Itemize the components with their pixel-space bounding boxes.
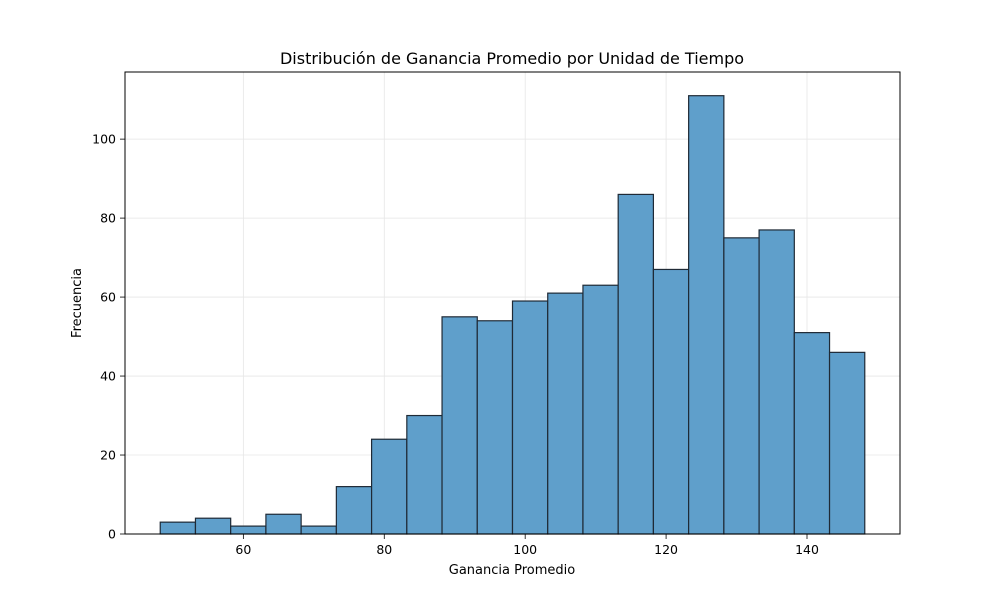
x-tick-label: 100 (513, 542, 537, 557)
histogram-bar (582, 284, 619, 535)
histogram-bar (617, 193, 655, 535)
histogram-bars (159, 95, 866, 535)
y-axis-label: Frecuencia (70, 268, 85, 338)
x-tick-label: 60 (235, 542, 251, 557)
x-axis-ticks: 60 80 100 120 140 (235, 534, 819, 557)
histogram-bar (476, 320, 514, 535)
histogram-bar (547, 292, 584, 535)
histogram-bar (688, 95, 725, 535)
chart-title: Distribución de Ganancia Promedio por Un… (280, 49, 744, 68)
y-tick-label: 100 (92, 132, 116, 147)
histogram-bar (159, 521, 197, 535)
histogram-bar (441, 316, 478, 535)
y-tick-label: 60 (100, 290, 116, 305)
histogram-bar (194, 517, 232, 535)
histogram-bar (230, 525, 267, 535)
histogram-bar (828, 351, 866, 535)
x-tick-label: 140 (795, 542, 819, 557)
y-tick-label: 80 (100, 211, 116, 226)
y-tick-label: 40 (100, 369, 116, 384)
histogram-bar (758, 229, 795, 535)
histogram-bar (511, 300, 549, 535)
x-tick-label: 120 (654, 542, 678, 557)
histogram-bar (370, 438, 408, 535)
y-axis-ticks: 0 20 40 60 80 100 (92, 132, 125, 542)
histogram-bar (723, 237, 760, 535)
y-tick-label: 0 (108, 527, 116, 542)
y-tick-label: 20 (100, 448, 116, 463)
x-axis-label: Ganancia Promedio (449, 563, 575, 578)
histogram-bar (335, 486, 373, 535)
plot-frame (124, 71, 901, 535)
histogram-bar (265, 513, 302, 535)
histogram-bar (300, 525, 337, 535)
histogram-bar (652, 268, 690, 535)
x-tick-label: 80 (376, 542, 392, 557)
histogram-bar (793, 332, 831, 535)
histogram-bar (406, 414, 443, 535)
